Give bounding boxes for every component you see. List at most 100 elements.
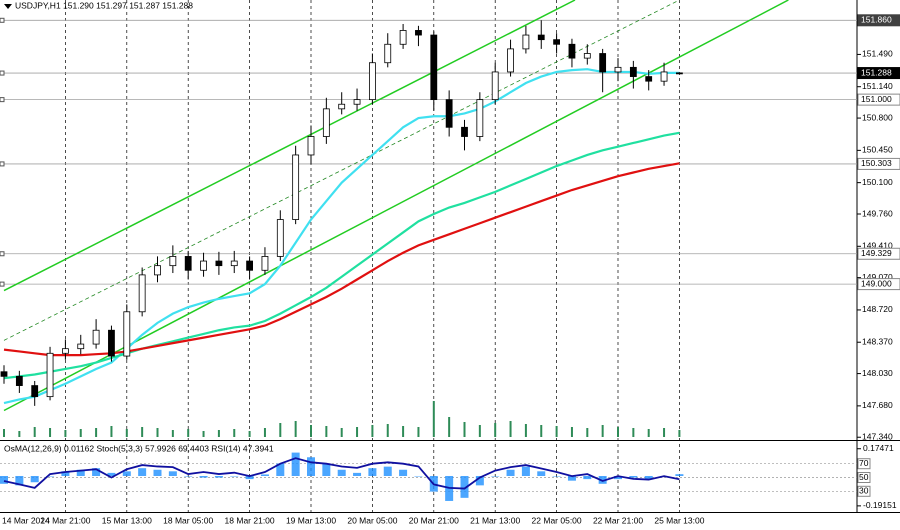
y-tick-label: 151.140 — [862, 81, 893, 91]
osma-tick-label: -0.19151 — [863, 500, 897, 510]
level-marker — [0, 251, 5, 257]
rsi-tick-box — [857, 458, 871, 470]
osma-bar — [214, 475, 223, 478]
header: USDJPY,H1 151.290 151.297 151.287 151.28… — [15, 0, 193, 10]
osma-bar — [15, 475, 24, 486]
volume-bar — [64, 430, 67, 437]
level-label: 149.000 — [861, 278, 892, 288]
volume-bar — [3, 429, 5, 437]
osma-bar — [567, 475, 576, 481]
volume-bar — [294, 421, 297, 437]
level-label: 151.288 — [861, 67, 892, 77]
level-label: 149.329 — [861, 248, 892, 258]
volume-bar — [156, 428, 159, 437]
osma-bar — [138, 468, 147, 476]
menu-arrow — [4, 4, 12, 9]
oscillator-panel — [0, 452, 857, 501]
volume-bar — [141, 427, 144, 437]
volume-bar — [95, 428, 98, 437]
candle-body — [230, 260, 238, 267]
volume-bar — [555, 426, 558, 437]
candle-body — [15, 375, 23, 386]
x-tick-label: 21 Mar 13:00 — [470, 515, 520, 525]
osma-bar — [491, 475, 500, 477]
rsi-line — [3, 457, 680, 490]
osma-bar — [629, 475, 638, 478]
level-marker — [0, 281, 5, 287]
osma-bar — [30, 475, 39, 483]
osma-bar — [107, 472, 116, 476]
osma-bar — [168, 471, 177, 476]
osma-bar — [245, 475, 254, 480]
volume-bar — [494, 423, 497, 437]
volume-bar — [79, 429, 82, 437]
candle-body — [583, 53, 591, 59]
rsi-tick-label: 70 — [859, 458, 869, 468]
osma-bar — [184, 475, 193, 477]
volume-bar — [663, 428, 666, 437]
volume-bar — [570, 427, 573, 437]
trendline — [3, 0, 576, 292]
osma-bar — [399, 469, 408, 476]
candle-body — [246, 260, 254, 271]
candle-body — [292, 154, 300, 220]
volume-bar — [432, 401, 435, 437]
candle-body — [415, 30, 422, 36]
y-tick-label: 150.450 — [862, 145, 893, 155]
osma-tick-label: 0.17471 — [863, 443, 894, 453]
volume-bar — [417, 427, 420, 437]
osma-bar — [260, 474, 269, 476]
osma-bar — [61, 471, 70, 476]
volume-bar — [478, 425, 481, 437]
level-marker — [0, 70, 5, 76]
level-box — [857, 93, 900, 106]
level-box — [857, 14, 900, 27]
osma-bar — [0, 475, 8, 484]
rsi-tick-box — [857, 485, 871, 497]
candle-body — [645, 76, 653, 82]
candle-body — [614, 66, 622, 73]
osma-bar — [199, 475, 208, 478]
moving-average — [3, 162, 680, 357]
volume-bar — [110, 426, 113, 437]
candle-body — [46, 352, 54, 398]
volume-bar — [632, 428, 635, 437]
volume-bar — [125, 429, 128, 437]
rsi-tick-label: 50 — [859, 472, 869, 482]
osma-bar — [322, 463, 331, 476]
trendline — [3, 0, 680, 341]
candle-body — [338, 103, 346, 110]
volume-bar — [340, 428, 343, 437]
y-tick-label: 149.070 — [862, 272, 893, 282]
candle-body — [491, 71, 499, 101]
y-tick-label: 150.100 — [862, 177, 893, 187]
level-box — [857, 157, 900, 170]
moving-average — [3, 131, 680, 380]
osma-bar — [276, 463, 285, 476]
volume-bar — [263, 428, 266, 437]
x-tick-label: 20 Mar 21:00 — [409, 515, 459, 525]
level-box — [857, 67, 900, 80]
volume-bar — [463, 422, 466, 437]
level-label: 151.860 — [861, 15, 892, 25]
osma-bar — [675, 474, 684, 476]
main-panel — [0, 0, 789, 437]
osma-bar — [76, 469, 85, 476]
osma-bar — [598, 475, 607, 484]
candle-body — [553, 39, 560, 45]
osma-bar — [307, 457, 315, 476]
x-tick-label: 25 Mar 13:00 — [654, 515, 704, 525]
osma-bar — [353, 472, 362, 476]
candle-body — [522, 34, 530, 50]
candle-body — [154, 265, 161, 276]
candle-body — [430, 34, 438, 101]
y-tick-label: 147.340 — [862, 431, 893, 441]
level-marker — [0, 97, 5, 103]
candle-body — [169, 256, 177, 267]
candle-body — [322, 108, 330, 137]
x-tick-label: 18 Mar 05:00 — [163, 515, 213, 525]
indicator-label: OsMA(12,26,9) 0.01162 Stoch(5,3,3) 57.99… — [4, 443, 274, 453]
